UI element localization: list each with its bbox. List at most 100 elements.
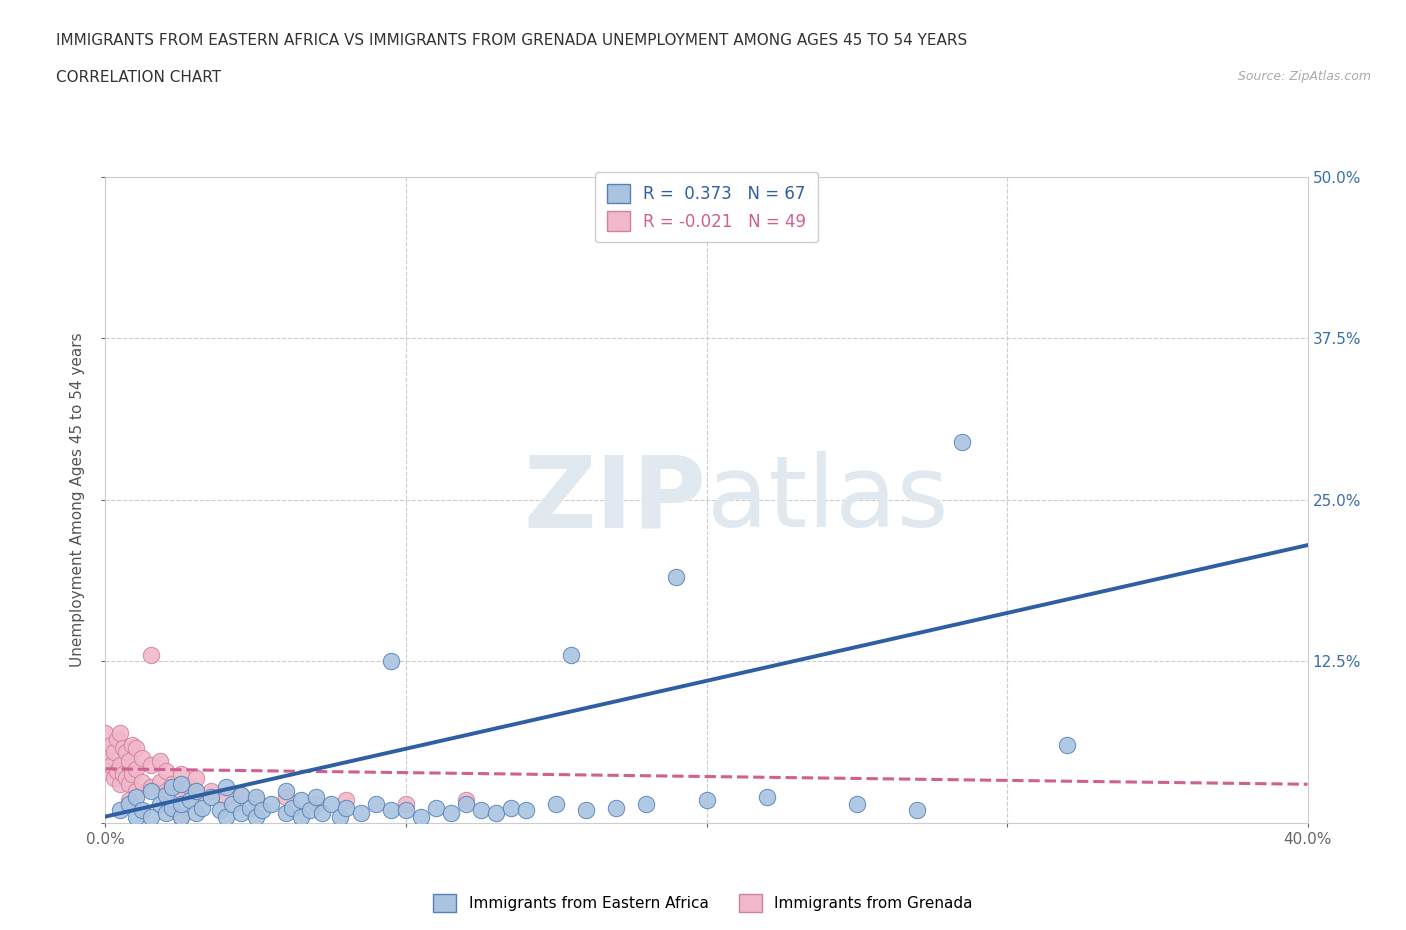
Point (290, 809, 312, 824)
Point (179, 792, 201, 807)
Point (485, 805, 508, 820)
Point (139, 783, 162, 798)
Point (124, 790, 146, 804)
Point (94, 745, 117, 760)
Point (364, 796, 387, 811)
Point (329, 809, 352, 824)
Text: atlas: atlas (707, 451, 948, 549)
Point (950, 434, 973, 449)
Point (350, 805, 373, 820)
Point (124, 762, 146, 777)
Point (121, 766, 143, 781)
Point (546, 796, 568, 811)
Point (110, 803, 132, 817)
Point (160, 779, 183, 794)
Text: IMMIGRANTS FROM EASTERN AFRICA VS IMMIGRANTS FROM GRENADA UNEMPLOYMENT AMONG AGE: IMMIGRANTS FROM EASTERN AFRICA VS IMMIGR… (56, 33, 967, 47)
Point (696, 792, 718, 807)
Point (148, 796, 170, 811)
Point (100, 738, 122, 753)
Point (1056, 738, 1078, 753)
Point (245, 790, 267, 804)
Y-axis label: Unemployment Among Ages 45 to 54 years: Unemployment Among Ages 45 to 54 years (70, 333, 86, 667)
Point (131, 803, 153, 817)
Point (319, 796, 342, 811)
Point (121, 738, 143, 753)
Point (560, 647, 582, 662)
Point (184, 783, 207, 798)
Point (335, 800, 357, 815)
Point (380, 803, 402, 817)
Point (845, 796, 868, 811)
Point (94, 725, 117, 740)
Point (160, 800, 183, 815)
Point (200, 783, 222, 798)
Point (281, 800, 304, 815)
Point (139, 647, 162, 662)
Point (103, 745, 125, 760)
Point (260, 796, 283, 811)
Point (395, 803, 418, 817)
Point (208, 803, 231, 817)
Point (200, 790, 222, 804)
Point (110, 757, 132, 772)
Point (214, 790, 236, 804)
Point (380, 654, 402, 669)
Point (112, 740, 135, 755)
Point (115, 745, 138, 760)
Point (155, 805, 177, 820)
Point (305, 790, 328, 804)
Point (298, 803, 321, 817)
Point (214, 779, 236, 794)
Point (409, 809, 432, 824)
Text: Source: ZipAtlas.com: Source: ZipAtlas.com (1237, 70, 1371, 83)
Point (274, 805, 297, 820)
Point (155, 787, 177, 802)
Point (179, 779, 201, 794)
Point (665, 570, 688, 585)
Point (755, 790, 778, 804)
Point (274, 783, 297, 798)
Point (454, 796, 477, 811)
Point (115, 770, 138, 785)
Point (454, 792, 477, 807)
Point (239, 800, 262, 815)
Point (118, 777, 141, 791)
Point (139, 809, 162, 824)
Point (214, 809, 236, 824)
Point (229, 787, 252, 802)
Point (501, 800, 523, 815)
Point (131, 775, 153, 790)
Point (229, 787, 252, 802)
Point (94, 764, 117, 778)
Point (118, 796, 141, 811)
Point (107, 764, 129, 778)
Point (905, 803, 928, 817)
Point (103, 770, 125, 785)
Point (184, 770, 207, 785)
Legend: R =  0.373   N = 67, R = -0.021   N = 49: R = 0.373 N = 67, R = -0.021 N = 49 (595, 172, 818, 243)
Point (274, 790, 297, 804)
Point (245, 792, 267, 807)
Point (107, 732, 129, 747)
Point (155, 764, 177, 778)
Point (124, 740, 146, 755)
Point (169, 809, 191, 824)
Point (184, 805, 207, 820)
Point (605, 800, 627, 815)
Point (305, 796, 328, 811)
Point (229, 805, 252, 820)
Point (148, 753, 170, 768)
Point (169, 809, 191, 824)
Legend: Immigrants from Eastern Africa, Immigrants from Grenada: Immigrants from Eastern Africa, Immigran… (427, 888, 979, 918)
Point (169, 766, 191, 781)
Text: CORRELATION CHART: CORRELATION CHART (56, 70, 221, 85)
Point (636, 796, 658, 811)
Point (470, 803, 492, 817)
Point (118, 792, 141, 807)
Point (139, 757, 162, 772)
Point (110, 777, 132, 791)
Point (124, 783, 146, 798)
Point (139, 779, 162, 794)
Point (169, 796, 191, 811)
Point (131, 751, 153, 766)
